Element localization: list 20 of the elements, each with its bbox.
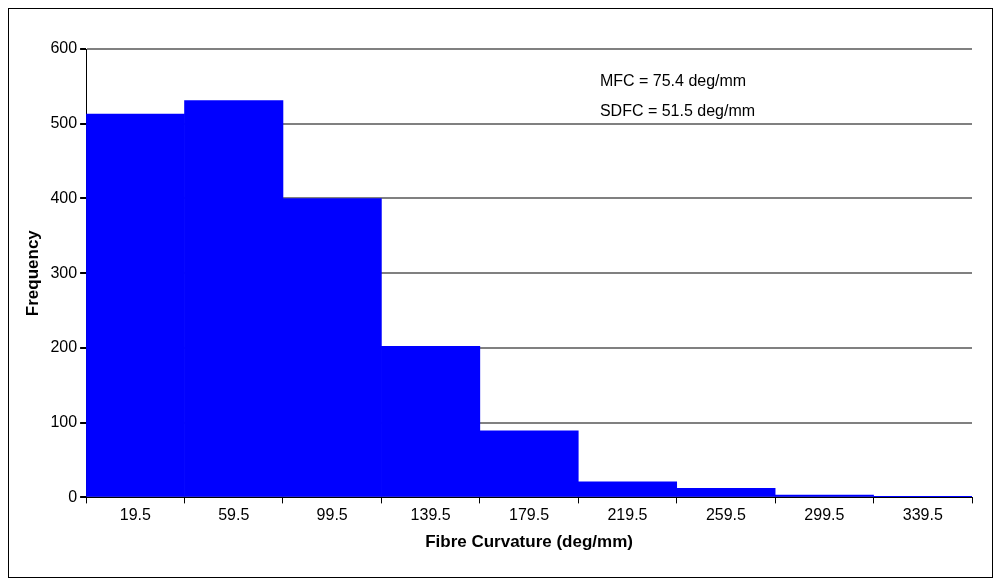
x-tick-label: 139.5 [410, 506, 451, 524]
x-tick-label: 59.5 [218, 506, 250, 524]
x-tick-label: 99.5 [316, 506, 348, 524]
y-tick-label: 100 [50, 413, 78, 431]
x-tick-label: 299.5 [804, 506, 845, 524]
y-tick-label: 300 [50, 263, 78, 281]
x-tick-label: 339.5 [902, 506, 943, 524]
x-axis-title: Fibre Curvature (deg/mm) [425, 532, 633, 552]
x-tick-label: 19.5 [119, 506, 151, 524]
y-tick-label: 0 [68, 487, 78, 505]
y-tick-label: 500 [50, 114, 78, 132]
y-axis-title: Frequency [22, 229, 42, 317]
annotation: MFC = 75.4 deg/mm [599, 72, 747, 90]
y-tick-label: 200 [50, 338, 78, 356]
x-tick-label: 259.5 [705, 506, 747, 524]
x-tick-label: 219.5 [607, 506, 648, 524]
annotation: SDFC = 51.5 deg/mm [599, 102, 756, 120]
x-tick-label: 179.5 [509, 506, 550, 524]
y-tick-label: 600 [50, 39, 78, 57]
y-tick-label: 400 [50, 188, 78, 206]
